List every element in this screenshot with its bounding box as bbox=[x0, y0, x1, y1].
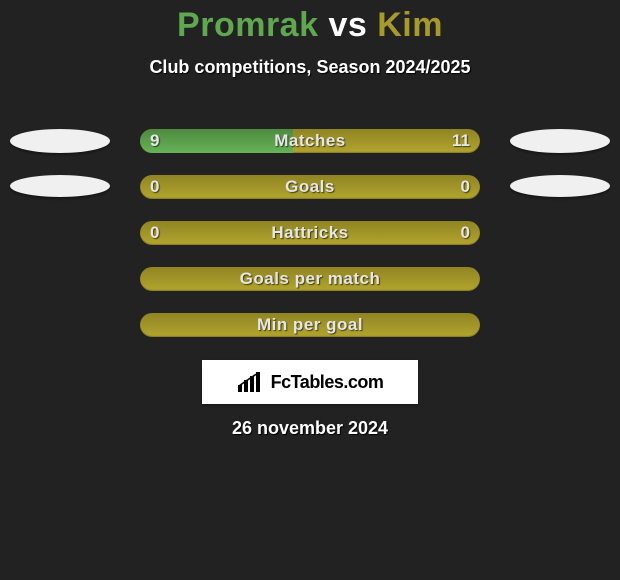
subtitle: Club competitions, Season 2024/2025 bbox=[0, 57, 620, 78]
stat-row: Goals per match bbox=[0, 256, 620, 302]
stat-bar: 0 0Hattricks bbox=[140, 221, 480, 245]
stat-bar: 0 0Goals bbox=[140, 175, 480, 199]
stat-value-right: 0 bbox=[461, 177, 470, 197]
page-title: Promrak vs Kim bbox=[0, 0, 620, 45]
player1-ellipse-icon bbox=[10, 129, 110, 153]
stat-bar: Min per goal bbox=[140, 313, 480, 337]
brand-text: FcTables.com bbox=[271, 372, 384, 393]
stat-bar: 911Matches bbox=[140, 129, 480, 153]
stat-bar: Goals per match bbox=[140, 267, 480, 291]
stat-value-left: 0 bbox=[150, 223, 159, 243]
stat-value-left: 9 bbox=[150, 131, 159, 151]
stat-value-right: 11 bbox=[452, 131, 470, 151]
title-vs: vs bbox=[328, 6, 367, 44]
stat-value-left: 0 bbox=[150, 177, 159, 197]
date-label: 26 november 2024 bbox=[0, 418, 620, 439]
brand-bars-icon bbox=[237, 371, 265, 393]
stat-label: Goals bbox=[140, 177, 480, 197]
player2-name: Kim bbox=[377, 6, 443, 44]
stat-row: 911Matches bbox=[0, 118, 620, 164]
player2-ellipse-icon bbox=[510, 175, 610, 197]
stat-rows: 911Matches00Goals00HattricksGoals per ma… bbox=[0, 118, 620, 348]
stat-row: 0 0Goals bbox=[0, 164, 620, 210]
brand-box: FcTables.com bbox=[202, 360, 418, 404]
stat-row: 0 0Hattricks bbox=[0, 210, 620, 256]
stat-value-right: 0 bbox=[461, 223, 470, 243]
player1-ellipse-icon bbox=[10, 175, 110, 197]
infographic-root: Promrak vs Kim Club competitions, Season… bbox=[0, 0, 620, 580]
stat-bar-fill bbox=[140, 129, 293, 153]
player1-name: Promrak bbox=[177, 6, 318, 44]
stat-label: Min per goal bbox=[140, 315, 480, 335]
player2-ellipse-icon bbox=[510, 129, 610, 153]
stat-label: Goals per match bbox=[140, 269, 480, 289]
stat-row: Min per goal bbox=[0, 302, 620, 348]
stat-label: Hattricks bbox=[140, 223, 480, 243]
